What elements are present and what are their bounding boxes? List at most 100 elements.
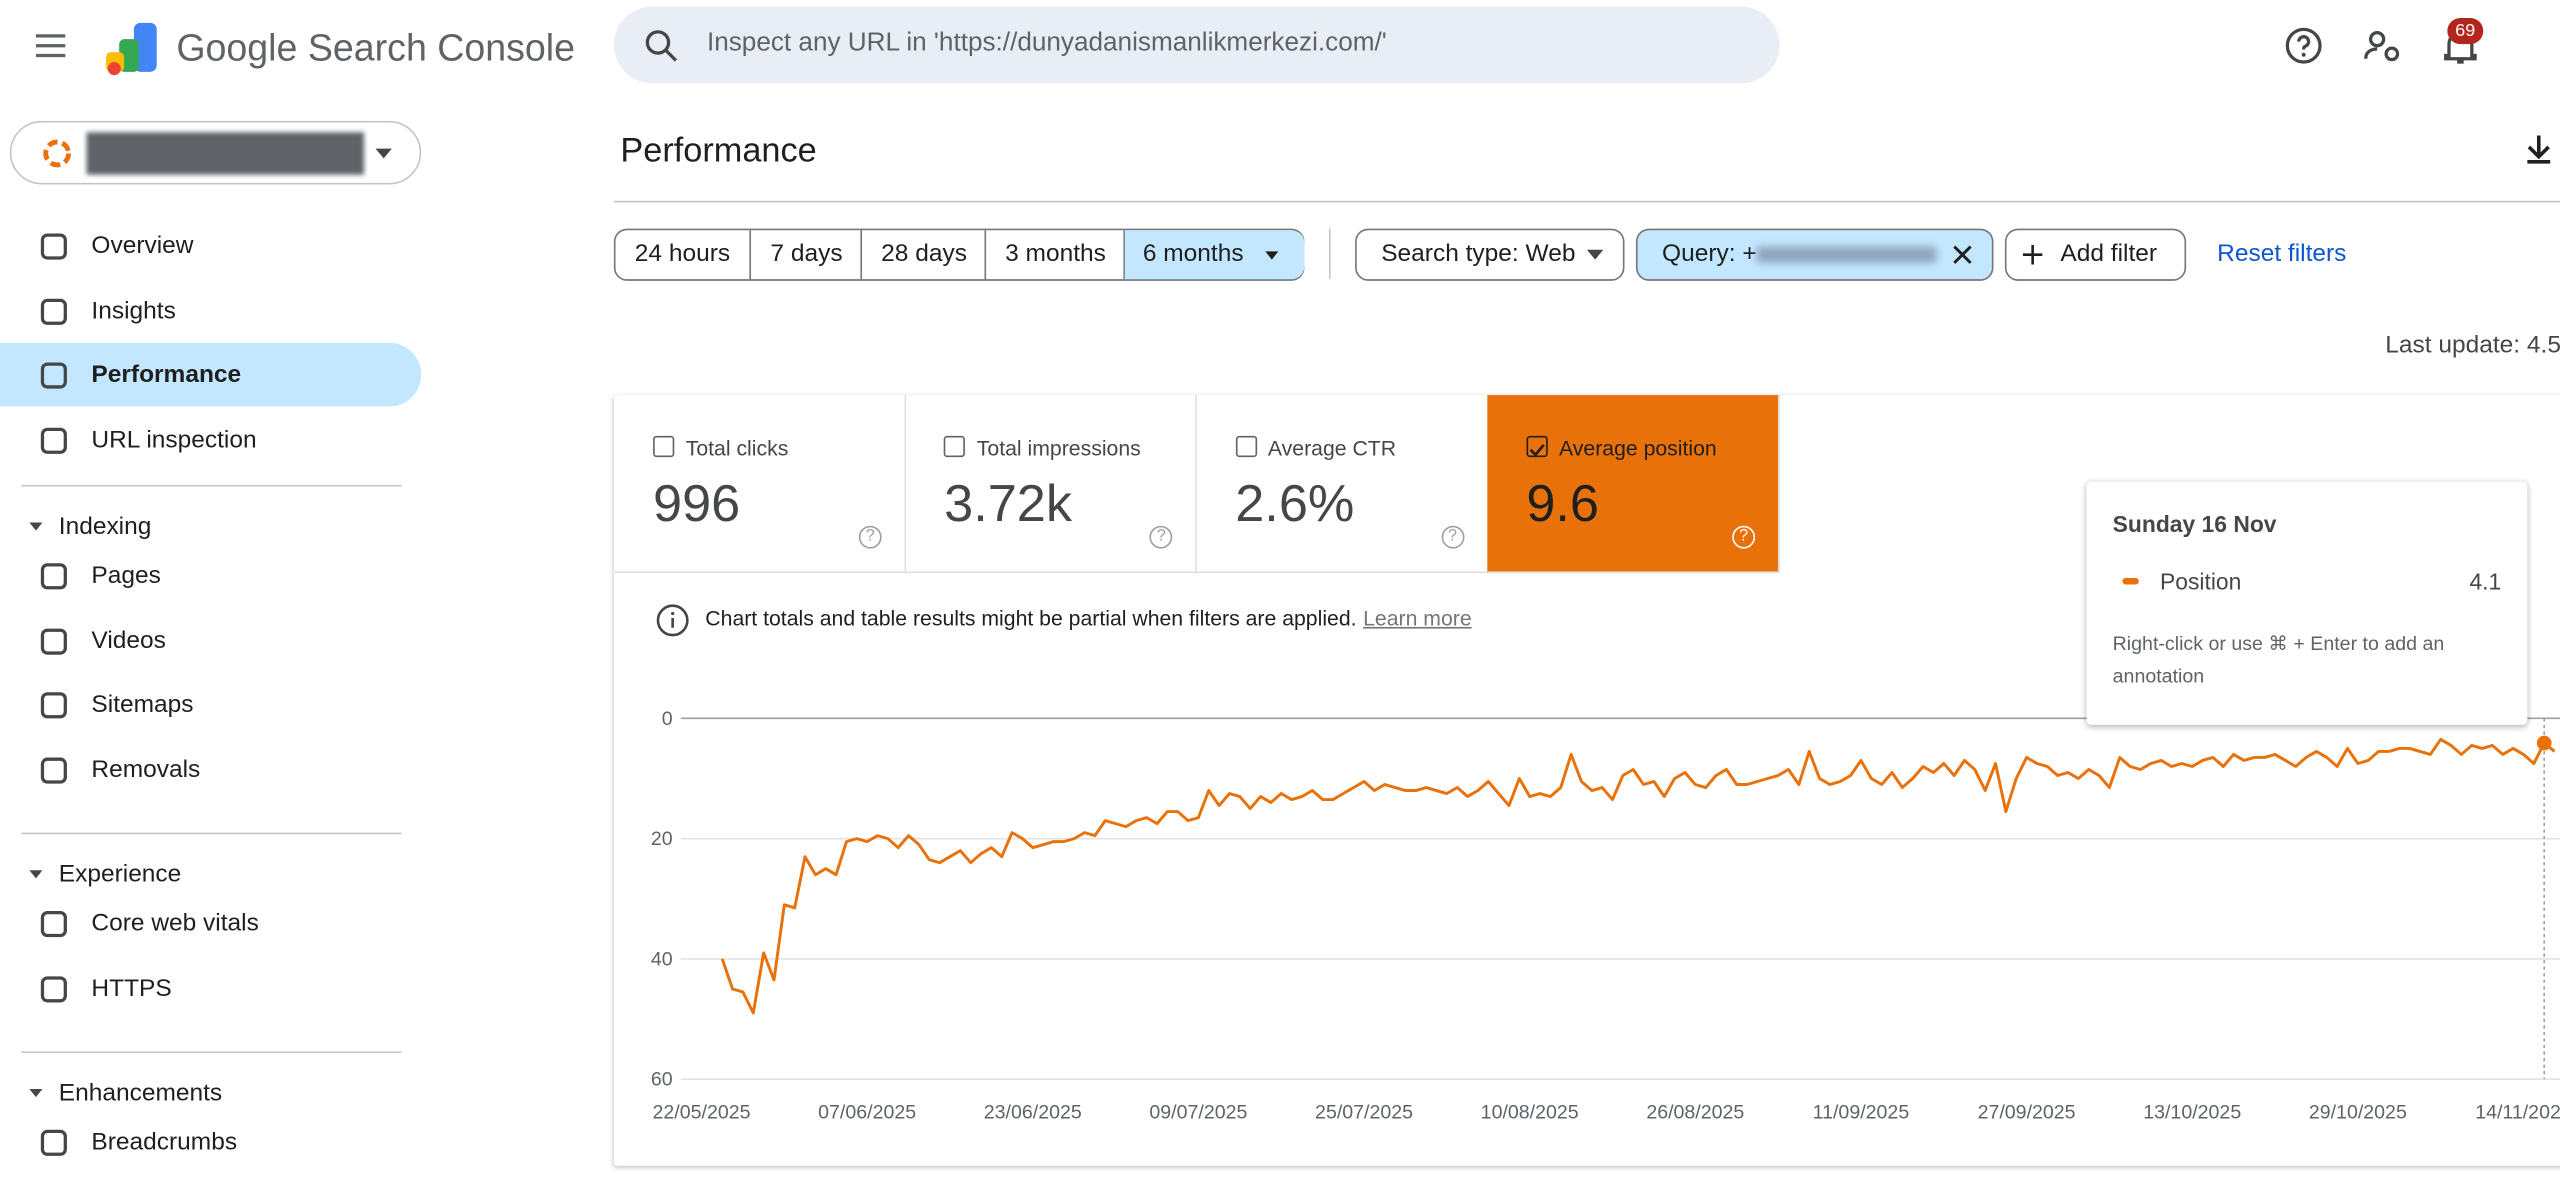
nav-item[interactable]: Performance (0, 343, 422, 407)
filter-text: Search type: Web (1381, 239, 1576, 268)
check (1529, 444, 1545, 457)
date-range-option[interactable]: 24 hours (616, 230, 750, 279)
notice-text: Chart totals and table results might be … (705, 605, 1357, 631)
filter-text: Query: + (1662, 239, 1757, 268)
menu-button[interactable] (33, 28, 72, 64)
nav-icon (40, 427, 67, 454)
nav-icon (40, 692, 67, 719)
metric-value: 9.6 (1526, 473, 1599, 533)
x-tick-label: 27/09/2025 (1978, 1101, 2076, 1123)
last-update: Last update: 4.5 (2385, 331, 2560, 360)
tooltip-series: Position (2160, 568, 2242, 595)
date-range-label: 6 months (1142, 239, 1244, 268)
nav-label: Insights (91, 296, 176, 325)
position-chart: 0 20 40 60 22/05/2025 07/06/2025 23/06/2025 09/… (651, 708, 2560, 1123)
nav-label: URL inspection (91, 425, 257, 454)
property-selector[interactable] (9, 120, 422, 185)
metric-value: 3.72k (944, 473, 1072, 533)
x-tick-label: 09/07/2025 (1149, 1101, 1247, 1123)
tooltip-hint: Right-click or use ⌘ + Enter to add an a… (2112, 631, 2445, 688)
metric-help: ? (1149, 525, 1173, 549)
metric-checkbox (944, 435, 966, 458)
nav-item[interactable]: Breadcrumbs (0, 1110, 421, 1174)
nav-item[interactable]: URL inspection (0, 408, 421, 472)
y-tick-label: 40 (651, 948, 673, 970)
x-tick-label: 11/09/2025 (1813, 1101, 1910, 1123)
x-tick-label: 22/05/2025 (653, 1101, 751, 1123)
page-title: Performance (620, 132, 817, 170)
date-range-label: 3 months (1005, 239, 1106, 268)
nav-icon (40, 233, 67, 260)
metric-value: 996 (653, 473, 741, 533)
metric-help: ? (858, 525, 882, 549)
help-button[interactable] (2284, 26, 2323, 65)
search-bar[interactable]: Inspect any URL in 'https://dunyadanisma… (613, 6, 1780, 84)
metric-tile[interactable]: Total impressions 3.72k? (904, 395, 1198, 574)
y-tick-label: 0 (662, 708, 673, 730)
nav-label: Overview (91, 231, 194, 260)
nav-label: HTTPS (91, 974, 172, 1002)
notification-count: 69 (2447, 17, 2484, 45)
nav-label: Breadcrumbs (91, 1128, 238, 1156)
nav-label: Pages (91, 561, 161, 590)
add-filter-button[interactable]: Add filter (2004, 228, 2187, 281)
nav-item[interactable]: Overview (0, 214, 421, 278)
nav-item[interactable]: Insights (0, 279, 421, 343)
metric-tile[interactable]: Total clicks 996? (613, 395, 907, 574)
divider (21, 484, 402, 487)
nav-item[interactable]: Removals (0, 738, 421, 802)
nav-icon (40, 757, 67, 784)
nav-section-title[interactable]: Indexing (58, 512, 152, 541)
nav-item[interactable]: Pages (0, 544, 421, 608)
date-range-option[interactable]: 3 months (984, 230, 1124, 280)
metric-help: ? (1440, 525, 1464, 549)
button-text: Add filter (2060, 239, 2158, 268)
nav-icon (40, 298, 67, 325)
metric-label: Total impressions (976, 435, 1141, 461)
section-arrow (29, 870, 43, 879)
x-tick-label: 14/11/2025 (2475, 1101, 2560, 1123)
search-placeholder: Inspect any URL in 'https://dunyadanisma… (706, 29, 1387, 58)
x-tick-label: 07/06/2025 (818, 1101, 916, 1123)
section-arrow (29, 522, 43, 531)
date-range-label: 28 days (881, 239, 967, 268)
divider (21, 1051, 402, 1054)
query-filter[interactable]: Query: + (1635, 228, 1994, 281)
nav-section-title[interactable]: Enhancements (58, 1079, 223, 1107)
metric-tile[interactable]: Average position 9.6? (1487, 395, 1780, 574)
reset-filters-link[interactable]: Reset filters (2217, 239, 2347, 268)
metric-checkbox (1235, 435, 1257, 458)
query-redacted (1756, 246, 1937, 263)
property-url-redacted (86, 132, 365, 175)
plus-icon (2022, 244, 2043, 265)
nav-icon (40, 1129, 67, 1156)
nav-section-title[interactable]: Experience (58, 860, 182, 889)
nav-item[interactable]: Core web vitals (0, 891, 421, 955)
nav-item[interactable]: HTTPS (0, 956, 421, 1020)
nav-item[interactable]: Sitemaps (0, 673, 421, 737)
date-range-option[interactable]: 6 months (1123, 230, 1305, 280)
metric-tile[interactable]: Average CTR 2.6%? (1196, 395, 1489, 574)
nav-label: Removals (91, 755, 201, 784)
metric-label: Average CTR (1267, 435, 1397, 461)
search-type-filter[interactable]: Search type: Web (1355, 228, 1625, 281)
divider (21, 832, 402, 835)
nav-icon (40, 975, 67, 1002)
metric-help: ? (1732, 525, 1755, 549)
property-icon (43, 139, 72, 168)
settings-button[interactable] (2362, 26, 2404, 65)
date-range-option[interactable]: 7 days (749, 230, 862, 280)
nav-item[interactable]: Videos (0, 608, 421, 672)
nav-label: Videos (91, 626, 166, 655)
export-button[interactable] (2522, 132, 2555, 168)
learn-more-link[interactable]: Learn more (1363, 605, 1472, 631)
nav-icon (40, 362, 67, 389)
search-icon (645, 30, 678, 62)
logo (106, 22, 157, 76)
remove-filter[interactable] (1953, 245, 1973, 265)
x-tick-label: 23/06/2025 (984, 1101, 1082, 1123)
tooltip-date: Sunday 16 Nov (2112, 511, 2277, 538)
x-tick-label: 29/10/2025 (2309, 1101, 2407, 1123)
date-range-option[interactable]: 28 days (860, 230, 986, 280)
